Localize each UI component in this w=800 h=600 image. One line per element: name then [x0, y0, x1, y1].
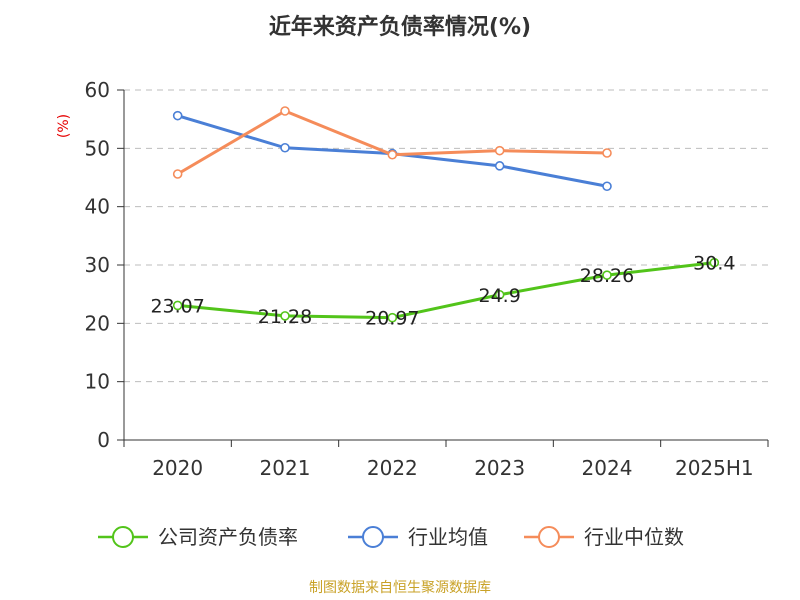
legend-item-1[interactable]: 行业均值: [348, 525, 488, 549]
x-tick-label-2023: 2023: [474, 456, 525, 480]
axes: 0 10 20 30 40 50 60 2020 2021 2022 2023 2024 2025H1: [85, 78, 769, 480]
y-tick-label: 0: [97, 428, 110, 452]
legend-item-0[interactable]: 公司资产负债率: [98, 525, 298, 549]
x-tick-label-2024: 2024: [582, 456, 633, 480]
grid-lines: [124, 89, 768, 383]
series-1-point[interactable]: [280, 142, 290, 153]
series-2-point[interactable]: [602, 148, 612, 158]
series-0-point[interactable]: [709, 257, 720, 268]
series-line-0: [177, 261, 715, 320]
data-label: 21.28: [258, 306, 312, 328]
legend-circle-marker: [112, 526, 134, 548]
chart-title: 近年来资产负债率情况(%): [269, 14, 531, 40]
legend-label: 公司资产负债率: [158, 525, 298, 549]
legend-label: 行业中位数: [584, 525, 684, 549]
legend-circle-marker: [538, 526, 560, 548]
data-label: 30.4: [693, 253, 735, 275]
series-0-point[interactable]: [602, 270, 612, 280]
legend-item-2[interactable]: 行业中位数: [524, 525, 684, 549]
series-2-point[interactable]: [172, 169, 183, 179]
data-label: 23.07: [150, 295, 204, 317]
data-label: 28.26: [580, 265, 634, 287]
series-line-2: [176, 109, 608, 176]
y-tick-label: 60: [85, 78, 110, 102]
y-axis-label: (%): [56, 114, 72, 138]
series-2-point[interactable]: [387, 149, 398, 160]
series-1-point[interactable]: [172, 110, 183, 121]
legend: 公司资产负债率 行业均值 行业中位数: [98, 525, 684, 549]
x-tick-label-2022: 2022: [367, 456, 418, 480]
series-2-point[interactable]: [280, 106, 290, 116]
series-0-point[interactable]: [172, 300, 183, 311]
y-tick-label: 30: [85, 253, 110, 277]
series-0-point[interactable]: [494, 289, 505, 300]
legend-label: 行业均值: [408, 525, 488, 549]
y-tick-label: 40: [85, 195, 110, 219]
x-tick-label-2021: 2021: [260, 456, 311, 480]
y-tick-label: 20: [85, 311, 110, 335]
data-label: 20.97: [365, 308, 419, 330]
legend-circle-marker: [362, 526, 384, 548]
y-tick-label: 50: [85, 136, 110, 160]
series-0-point[interactable]: [387, 312, 398, 323]
series-1-point[interactable]: [602, 181, 612, 192]
series-2-point[interactable]: [494, 145, 505, 156]
x-tick-label-2025H1: 2025H1: [675, 456, 754, 480]
series-1-point[interactable]: [494, 161, 505, 171]
y-tick-label: 10: [85, 370, 110, 394]
data-labels: 23.07 21.28 20.97 24.9 28.26 30.4: [150, 253, 735, 330]
source-note: 制图数据来自恒生聚源数据库: [309, 580, 491, 596]
x-tick-label-2020: 2020: [152, 456, 203, 480]
series-lines: [172, 106, 720, 323]
series-0-point[interactable]: [280, 311, 290, 321]
data-label: 24.9: [479, 285, 521, 307]
